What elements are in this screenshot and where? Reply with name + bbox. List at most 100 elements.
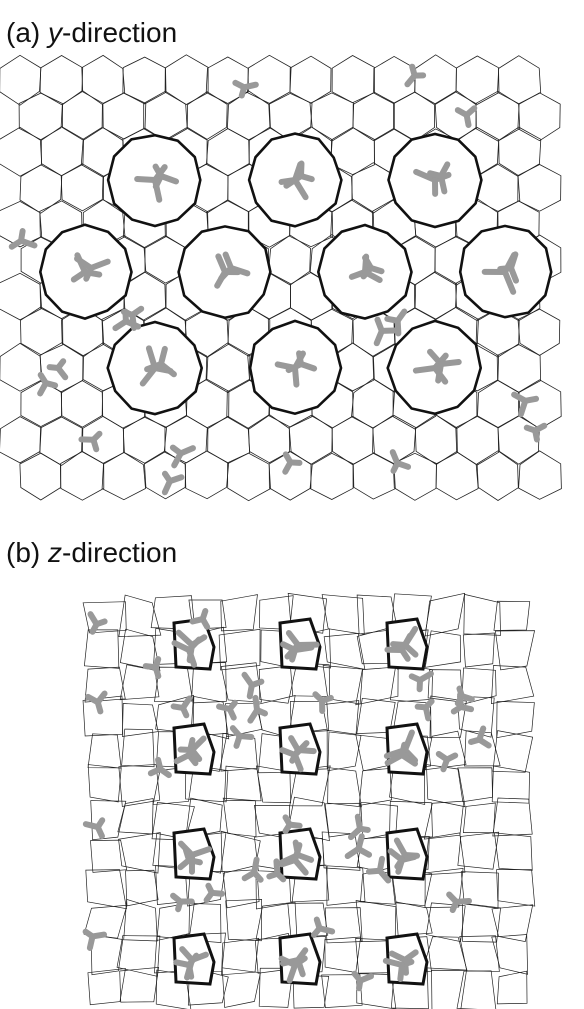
- small-cage: [436, 452, 478, 500]
- grid-cell: [426, 903, 465, 942]
- small-cage: [19, 93, 62, 140]
- molecule: [458, 110, 467, 115]
- small-cage: [0, 55, 41, 105]
- small-cage: [519, 451, 562, 499]
- molecule: [50, 367, 58, 368]
- grid-cell: [88, 734, 121, 768]
- small-cage: [498, 56, 541, 104]
- small-cage: [40, 56, 83, 105]
- grid-cell: [457, 971, 496, 1009]
- grid-cell: [425, 593, 464, 636]
- grid-cell: [327, 866, 365, 906]
- molecule: [285, 462, 290, 471]
- molecule: [447, 755, 455, 759]
- grid-cell: [359, 765, 392, 805]
- small-cage: [144, 91, 188, 141]
- molecule: [207, 893, 212, 900]
- grid-cell: [91, 935, 123, 975]
- small-cage: [435, 91, 476, 141]
- panel-a-structure: [0, 55, 561, 501]
- molecule: [320, 928, 333, 931]
- small-cage: [227, 91, 270, 140]
- molecule: [245, 873, 255, 879]
- grid-cell: [288, 903, 328, 938]
- grid-cell: [86, 870, 127, 909]
- molecule: [189, 965, 191, 977]
- grid-cell: [463, 803, 495, 833]
- molecule: [93, 624, 97, 632]
- molecule: [454, 707, 461, 712]
- molecule: [380, 859, 382, 871]
- small-cage: [0, 127, 42, 176]
- small-cage: [393, 453, 436, 500]
- small-cage: [518, 309, 560, 355]
- small-cage: [0, 343, 41, 391]
- small-cage: [185, 451, 229, 499]
- panel-label: (a): [6, 17, 40, 48]
- panel-b-structure: [83, 593, 535, 1009]
- panel-label: (b): [6, 537, 40, 568]
- grid-cell: [222, 968, 260, 1008]
- grid-cell: [118, 799, 153, 834]
- molecule: [255, 698, 257, 710]
- molecule: [242, 87, 244, 95]
- grid-cell: [497, 971, 527, 1004]
- molecule: [245, 675, 252, 685]
- molecule: [282, 860, 295, 864]
- small-cage: [20, 453, 61, 500]
- molecule: [86, 932, 93, 937]
- molecule: [189, 740, 192, 755]
- grid-cell: [464, 594, 501, 635]
- panel-b-title: (b) z-direction: [6, 537, 177, 568]
- small-cage: [476, 91, 520, 141]
- title-suffix: -direction: [62, 17, 177, 48]
- molecule: [416, 368, 435, 371]
- small-cage: [477, 451, 518, 501]
- molecule: [386, 961, 402, 965]
- small-cage: [123, 57, 166, 104]
- small-cage: [165, 416, 207, 463]
- small-cage: [165, 55, 208, 105]
- grid-cell: [225, 766, 262, 801]
- molecule: [426, 701, 432, 707]
- molecule: [146, 666, 156, 667]
- small-cage: [102, 452, 145, 499]
- molecule: [295, 368, 296, 385]
- small-cage: [352, 163, 395, 213]
- molecule: [479, 728, 483, 739]
- molecule: [161, 349, 165, 364]
- grid-cell: [222, 938, 259, 974]
- grid-cell: [494, 601, 530, 630]
- small-cage: [207, 343, 250, 393]
- grid-cell: [117, 936, 160, 977]
- small-cage: [61, 452, 104, 501]
- grid-cell: [328, 768, 362, 807]
- small-cage: [310, 453, 353, 499]
- molecule: [165, 474, 170, 481]
- grid-cell: [497, 701, 535, 737]
- molecule: [290, 825, 300, 826]
- molecule: [527, 428, 535, 431]
- small-cage: [518, 93, 560, 141]
- molecule: [438, 364, 441, 381]
- molecule: [98, 694, 105, 703]
- molecule: [193, 619, 203, 621]
- small-cage: [353, 453, 395, 499]
- grid-cell: [223, 798, 256, 836]
- small-cage: [352, 379, 395, 428]
- grid-cell: [463, 633, 494, 667]
- small-cage: [456, 416, 499, 465]
- grid-cell: [497, 870, 535, 906]
- molecule: [174, 706, 183, 708]
- grid-cell: [90, 840, 126, 872]
- small-cage: [332, 416, 374, 464]
- molecule: [86, 824, 98, 827]
- small-cage: [456, 56, 499, 104]
- molecule: [456, 901, 469, 902]
- molecule: [412, 676, 420, 680]
- grid-cell: [328, 732, 361, 771]
- molecule: [525, 399, 536, 401]
- molecule: [358, 817, 360, 829]
- grid-cell: [493, 798, 532, 836]
- grid-cell: [122, 729, 155, 767]
